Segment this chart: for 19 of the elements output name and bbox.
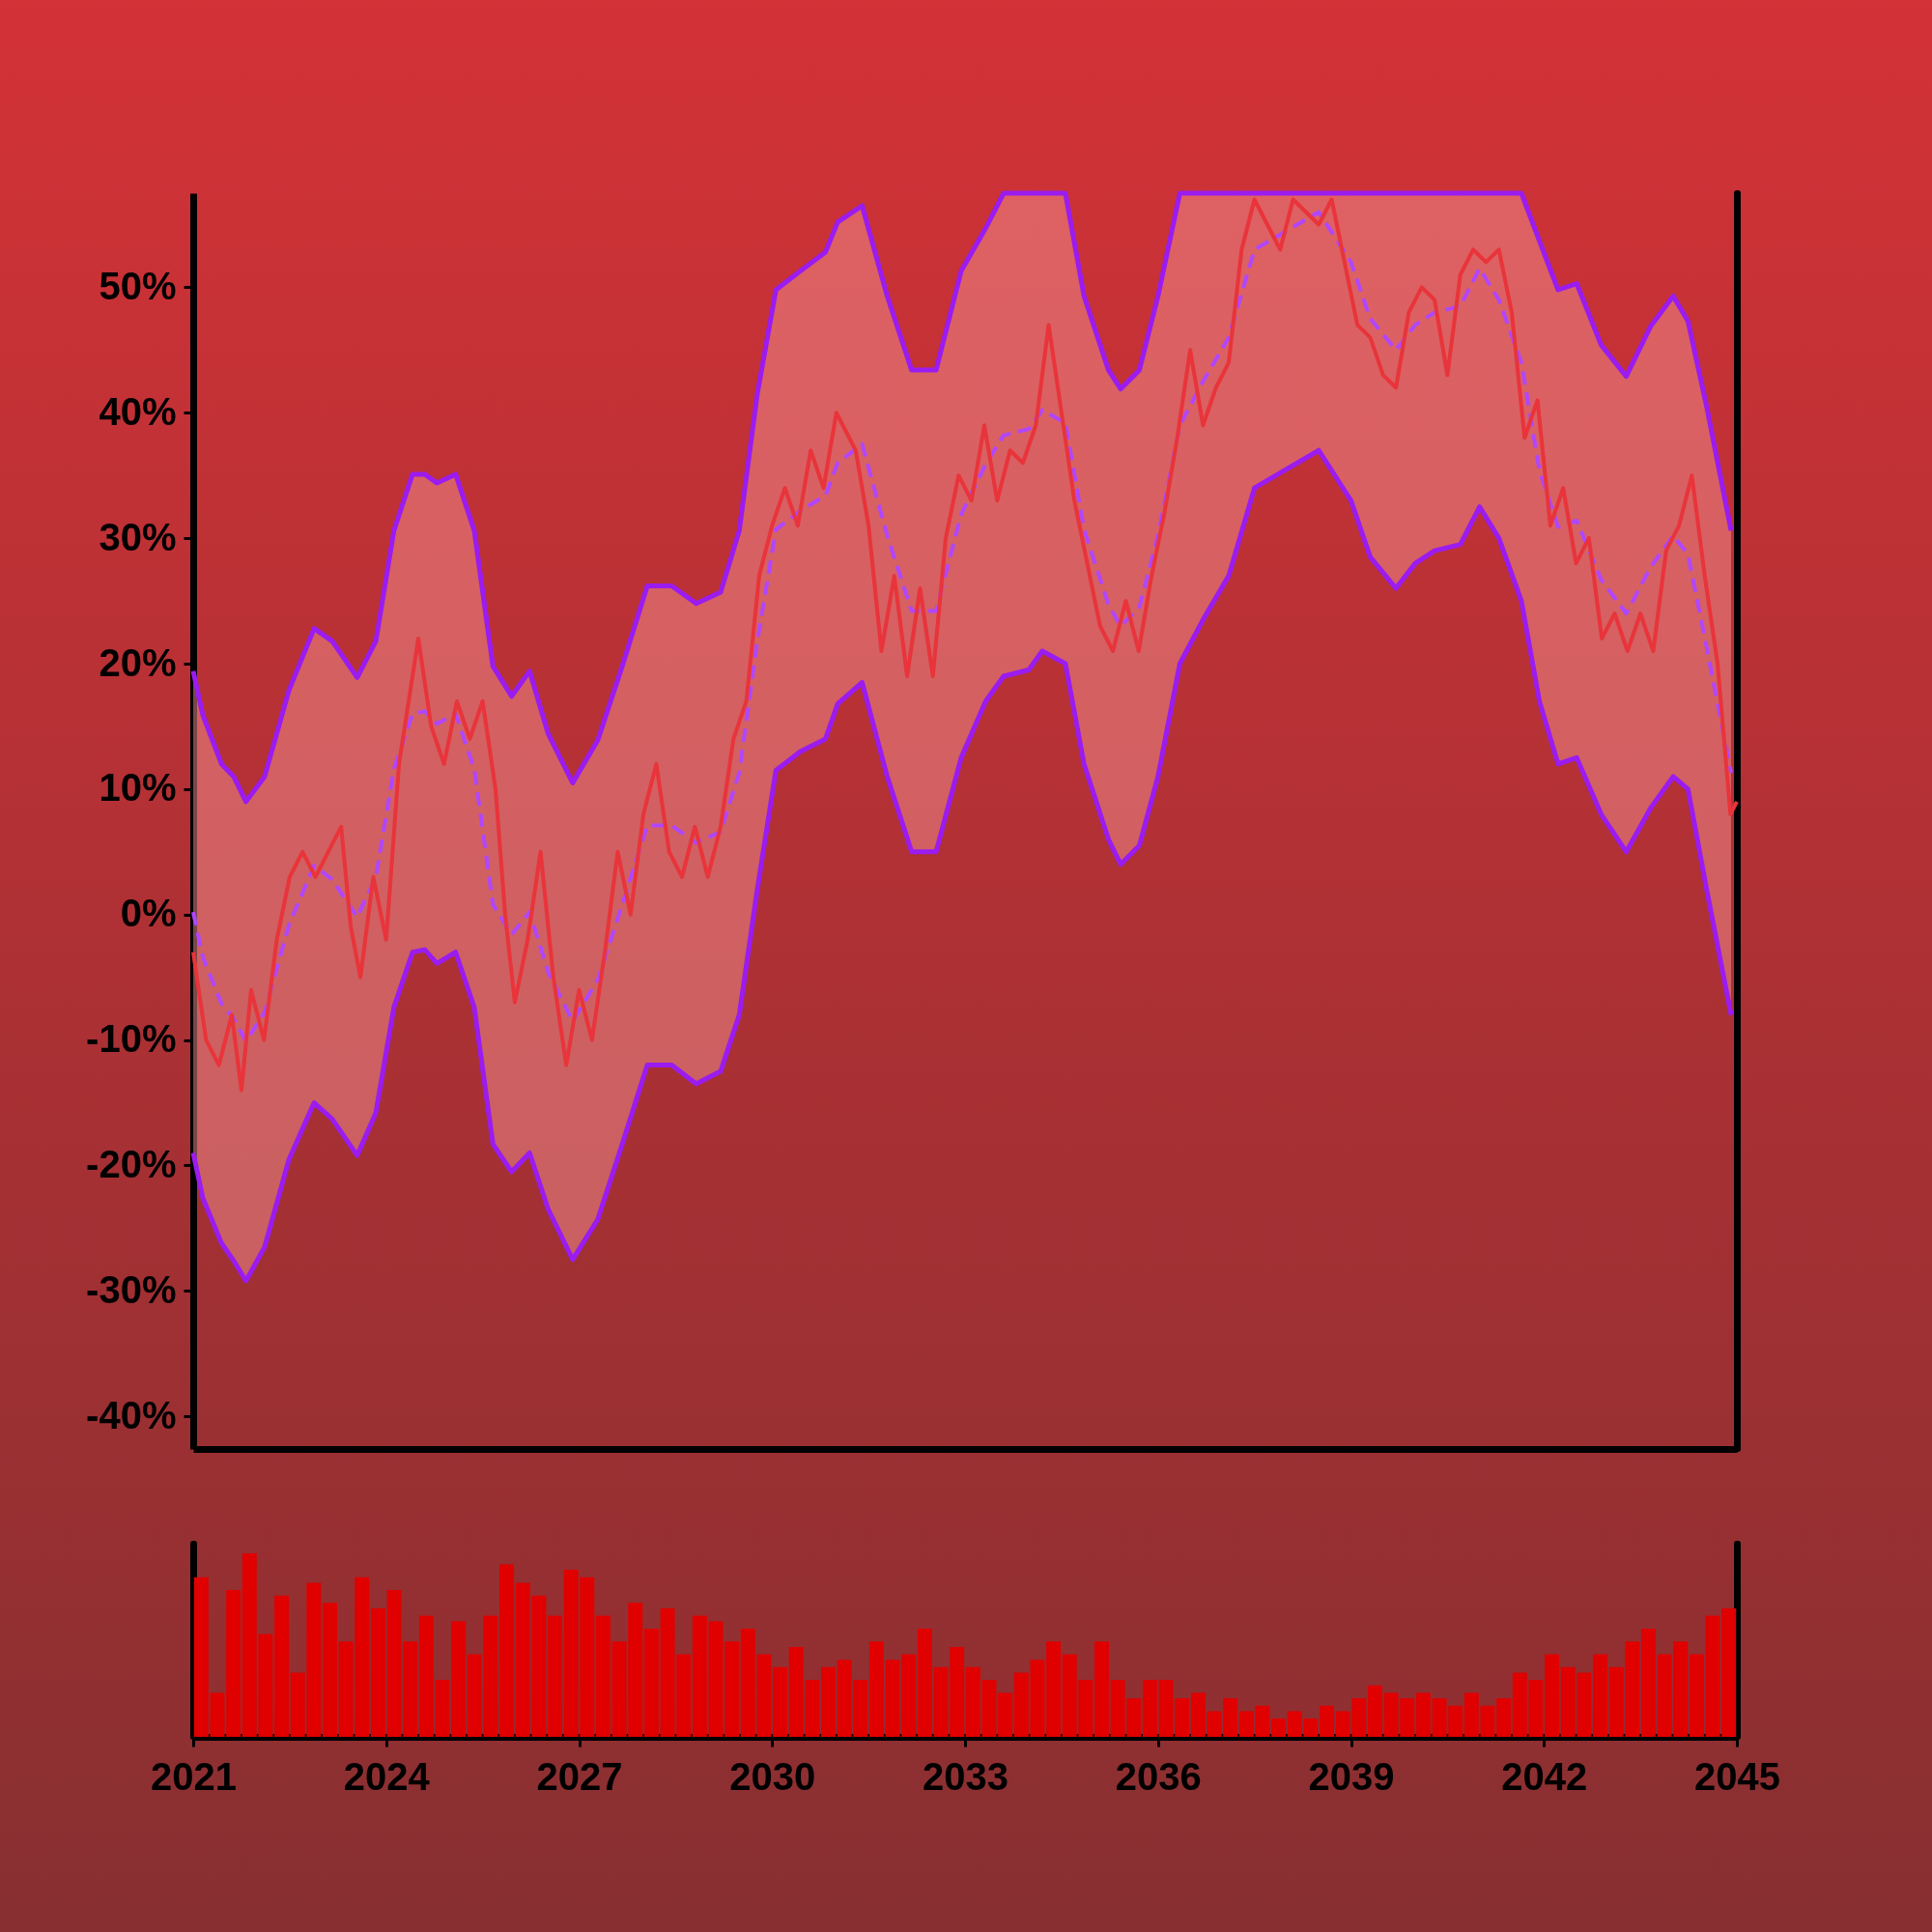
- x-tick-label: 2024: [343, 1754, 431, 1798]
- x-tick-label: 2027: [536, 1754, 623, 1798]
- y-tick-label: -20%: [86, 1142, 177, 1185]
- y-tick-label: -40%: [86, 1393, 177, 1436]
- x-tick-label: 2030: [729, 1754, 816, 1798]
- x-tick-label: 2045: [1694, 1754, 1780, 1798]
- y-tick-label: 0%: [120, 892, 177, 935]
- x-tick-label: 2033: [923, 1754, 1009, 1798]
- x-tick-label: 2036: [1115, 1754, 1202, 1798]
- x-tick-label: 2039: [1308, 1754, 1395, 1798]
- y-tick-label: 40%: [99, 389, 177, 433]
- y-tick-label: 10%: [99, 766, 177, 810]
- y-tick-label: -10%: [86, 1017, 177, 1061]
- x-tick-label: 2021: [151, 1754, 237, 1798]
- y-tick-label: -30%: [86, 1267, 177, 1311]
- y-tick-label: 30%: [99, 515, 177, 558]
- y-tick-label: 50%: [99, 264, 177, 307]
- x-tick-label: 2042: [1501, 1754, 1588, 1798]
- y-tick-label: 20%: [99, 640, 177, 684]
